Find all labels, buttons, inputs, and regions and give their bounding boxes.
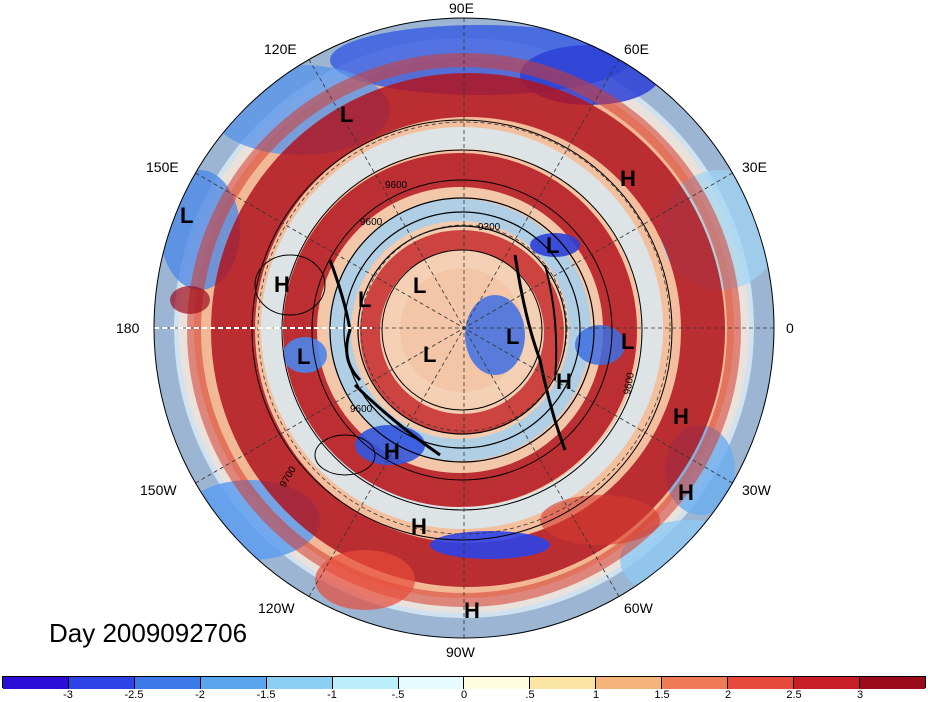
colorbar-segment-2: [68, 677, 135, 689]
pressure-center-10: L: [506, 324, 519, 349]
colorbar-tick-6: -.5: [391, 689, 405, 701]
colorbar-segment-10: [596, 677, 663, 689]
colorbar-labels: -3 -2.5 -2 -1.5 -1 -.5 0 .5 1 1.5 2 2.5 3: [2, 689, 926, 702]
height-contours: [251, 119, 673, 541]
pressure-center-5: H: [274, 272, 290, 297]
lon-120w: 120W: [258, 600, 295, 616]
map-boundary: [153, 17, 775, 639]
contour-label-4: 9600: [350, 404, 373, 415]
pressure-center-13: H: [673, 404, 689, 429]
lon-0: 0: [786, 320, 794, 336]
contour-label-6: 9600: [622, 371, 637, 395]
lon-180: 180: [116, 320, 140, 336]
colorbar-segment-1: [3, 677, 69, 689]
colorbar-segment-9: [530, 677, 597, 689]
day-label: Day 2009092706: [49, 618, 248, 648]
lon-30w: 30W: [742, 482, 771, 498]
colorbar-segment-6: [332, 677, 399, 689]
pressure-center-17: H: [464, 598, 480, 623]
pressure-center-2: L: [180, 203, 193, 228]
colorbar-segment-11: [662, 677, 729, 689]
colorbar-tick-3: -2: [195, 689, 205, 701]
lon-60w: 60W: [624, 600, 653, 616]
pressure-center-15: H: [678, 480, 694, 505]
lon-150e: 150E: [146, 159, 179, 175]
contour-label-1: 9300: [478, 222, 501, 233]
pressure-center-3: H: [620, 166, 636, 191]
contour-label-3: 9600: [360, 217, 383, 228]
colorbar-segment-13: [794, 677, 860, 689]
colorbar-tick-7: 0: [460, 689, 468, 701]
pressure-center-4: L: [546, 233, 559, 258]
lon-60e: 60E: [624, 41, 649, 57]
pressure-center-1: L: [340, 102, 353, 127]
contour-label-2: 9600: [385, 180, 408, 191]
pressure-center-9: L: [423, 342, 436, 367]
colorbar-segment-3: [134, 677, 201, 689]
lon-150w: 150W: [140, 482, 177, 498]
pressure-center-7: L: [413, 273, 426, 298]
pressure-center-14: H: [384, 439, 400, 464]
colorbar-tick-8: .5: [525, 689, 535, 701]
colorbar-tick-10: 1.5: [654, 689, 670, 701]
colorbar-segment-7: [398, 677, 465, 689]
pressure-center-16: H: [411, 514, 427, 539]
lon-90e: 90E: [449, 0, 474, 16]
colorbar-tick-9: 1: [592, 689, 600, 701]
pressure-centers: L L H L H L L L L L L H H H H H H: [180, 102, 694, 623]
colorbar-tick-4: -1.5: [256, 689, 276, 701]
colorbar-segment-4: [200, 677, 267, 689]
lon-120e: 120E: [264, 41, 297, 57]
colorbar-segment-5: [266, 677, 333, 689]
colorbar-tick-12: 2.5: [786, 689, 802, 701]
colorbar-tick-11: 2: [724, 689, 732, 701]
pressure-center-11: L: [621, 329, 634, 354]
lon-30e: 30E: [742, 159, 767, 175]
lon-90w: 90W: [446, 644, 475, 660]
colorbar-segment-8: [464, 677, 531, 689]
colorbar-tick-5: -1: [327, 689, 337, 701]
colorbar-segment-14: [859, 677, 925, 689]
colorbar-tick-13: 3: [856, 689, 864, 701]
colorbar-tick-1: -3: [63, 689, 73, 701]
colorbar: [2, 676, 926, 689]
pressure-center-12: H: [556, 369, 572, 394]
colorbar-tick-2: -2.5: [124, 689, 144, 701]
pressure-center-8: L: [297, 344, 310, 369]
colorbar-segment-12: [728, 677, 795, 689]
pressure-center-6: L: [358, 287, 371, 312]
